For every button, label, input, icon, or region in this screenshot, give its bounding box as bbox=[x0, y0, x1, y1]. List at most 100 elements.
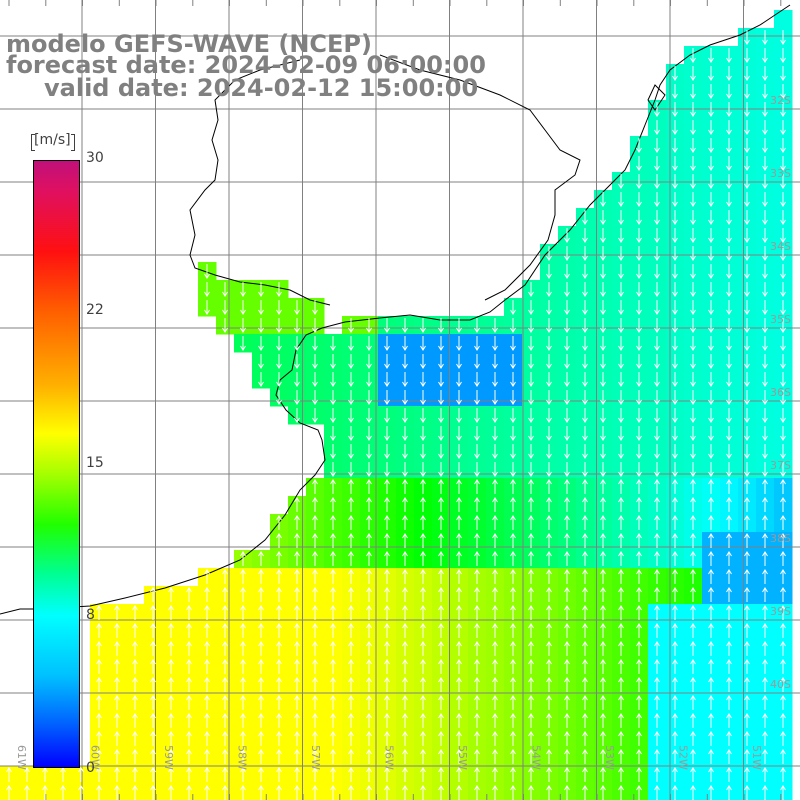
wind-arrow bbox=[168, 623, 174, 638]
wind-arrow bbox=[330, 569, 336, 584]
wind-arrow bbox=[366, 749, 372, 764]
wind-arrow bbox=[600, 210, 606, 225]
wind-arrow bbox=[726, 444, 732, 459]
wind-arrow bbox=[690, 497, 696, 512]
wind-arrow bbox=[492, 731, 498, 746]
wind-arrow bbox=[294, 605, 300, 620]
wind-arrow bbox=[258, 318, 264, 333]
wind-arrow bbox=[132, 695, 138, 710]
wind-arrow bbox=[510, 785, 516, 800]
wind-arrow bbox=[654, 210, 660, 225]
wind-arrow bbox=[600, 444, 606, 459]
wind-arrow bbox=[618, 408, 624, 423]
wind-arrow bbox=[546, 354, 552, 369]
wind-arrow bbox=[744, 246, 750, 261]
wind-arrow bbox=[492, 372, 498, 387]
wind-arrow bbox=[294, 569, 300, 584]
wind-arrow bbox=[744, 462, 750, 477]
wind-arrow bbox=[744, 605, 750, 620]
wind-arrow bbox=[780, 246, 786, 261]
wind-arrow bbox=[348, 426, 354, 441]
wind-arrow bbox=[762, 174, 768, 189]
wind-arrow bbox=[636, 408, 642, 423]
wind-arrow bbox=[654, 156, 660, 171]
wind-arrow bbox=[240, 785, 246, 800]
wind-arrow bbox=[564, 749, 570, 764]
wind-arrow bbox=[420, 605, 426, 620]
wind-arrow bbox=[294, 354, 300, 369]
wind-arrow bbox=[132, 677, 138, 692]
wind-arrow bbox=[618, 677, 624, 692]
wind-arrow bbox=[348, 587, 354, 602]
wind-arrow bbox=[78, 767, 84, 782]
wind-arrow bbox=[204, 605, 210, 620]
wind-arrow bbox=[546, 479, 552, 494]
wind-arrow bbox=[780, 84, 786, 99]
wind-arrow bbox=[726, 695, 732, 710]
wind-arrow bbox=[780, 551, 786, 566]
wind-arrow bbox=[726, 354, 732, 369]
wind-arrow bbox=[726, 533, 732, 548]
wind-arrow bbox=[420, 479, 426, 494]
wind-arrow bbox=[744, 587, 750, 602]
wind-arrow bbox=[168, 749, 174, 764]
wind-arrow bbox=[258, 551, 264, 566]
wind-arrow bbox=[762, 551, 768, 566]
wind-arrow bbox=[528, 408, 534, 423]
wind-arrow bbox=[402, 677, 408, 692]
wind-arrow bbox=[726, 192, 732, 207]
wind-arrow bbox=[204, 713, 210, 728]
wind-arrow bbox=[114, 623, 120, 638]
wind-arrow bbox=[528, 641, 534, 656]
wind-arrow bbox=[618, 605, 624, 620]
wind-arrow bbox=[672, 695, 678, 710]
wind-arrow bbox=[150, 731, 156, 746]
wind-arrow bbox=[186, 605, 192, 620]
wind-arrow bbox=[582, 354, 588, 369]
wind-arrow bbox=[654, 569, 660, 584]
wind-arrow bbox=[474, 749, 480, 764]
wind-arrow bbox=[402, 408, 408, 423]
wind-arrow bbox=[258, 785, 264, 800]
wind-arrow bbox=[330, 426, 336, 441]
wind-arrow bbox=[672, 372, 678, 387]
wind-arrow bbox=[762, 372, 768, 387]
wind-arrow bbox=[150, 785, 156, 800]
wind-arrow bbox=[600, 695, 606, 710]
wind-arrow bbox=[492, 713, 498, 728]
wind-arrow bbox=[348, 623, 354, 638]
wind-arrow bbox=[312, 497, 318, 512]
wind-arrow bbox=[186, 641, 192, 656]
wind-arrow bbox=[780, 210, 786, 225]
wind-arrow bbox=[438, 551, 444, 566]
wind-arrow bbox=[384, 336, 390, 351]
wind-arrow bbox=[528, 300, 534, 315]
wind-arrow bbox=[474, 336, 480, 351]
wind-arrow bbox=[636, 462, 642, 477]
wind-arrow bbox=[384, 479, 390, 494]
wind-arrow bbox=[456, 515, 462, 530]
wind-arrow bbox=[636, 749, 642, 764]
wind-arrow bbox=[618, 444, 624, 459]
wind-arrow bbox=[276, 390, 282, 405]
wind-arrow bbox=[690, 138, 696, 153]
wind-arrow bbox=[780, 390, 786, 405]
wind-arrow bbox=[402, 462, 408, 477]
wind-arrow bbox=[294, 659, 300, 674]
wind-arrow bbox=[762, 426, 768, 441]
wind-arrow bbox=[258, 569, 264, 584]
wind-arrow bbox=[600, 749, 606, 764]
wind-arrow bbox=[546, 372, 552, 387]
wind-arrow bbox=[420, 426, 426, 441]
wind-arrow bbox=[564, 408, 570, 423]
wind-arrow bbox=[582, 587, 588, 602]
wind-arrow bbox=[438, 677, 444, 692]
wind-arrow bbox=[762, 731, 768, 746]
wind-arrow bbox=[672, 533, 678, 548]
wind-arrow bbox=[492, 767, 498, 782]
wind-arrow bbox=[690, 174, 696, 189]
wind-arrow bbox=[438, 533, 444, 548]
wind-arrow bbox=[528, 282, 534, 297]
wind-arrow bbox=[780, 695, 786, 710]
wind-arrow bbox=[690, 551, 696, 566]
